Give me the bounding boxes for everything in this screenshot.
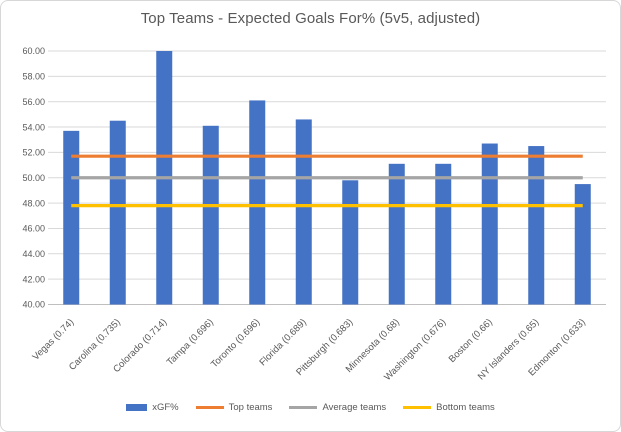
bar: [435, 163, 452, 305]
legend-line-swatch-average: [289, 406, 318, 409]
y-tick-label: 42.00: [22, 274, 45, 284]
x-tick-label: Boston (0.66): [447, 317, 495, 365]
legend-item-bottom-teams: Bottom teams: [403, 402, 495, 413]
bar: [109, 120, 126, 305]
bar: [295, 119, 312, 305]
x-tick-label: Vegas (0.74): [30, 317, 76, 363]
bar: [528, 146, 545, 305]
legend-line-swatch-bottom: [403, 406, 432, 409]
y-tick-label: 56.00: [22, 97, 45, 107]
y-tick-label: 44.00: [22, 249, 45, 259]
x-tick-label: Tampa (0.696): [165, 317, 216, 368]
legend-item-top-teams: Top teams: [195, 402, 273, 413]
y-tick-label: 60.00: [22, 46, 45, 56]
bar: [574, 184, 591, 305]
bar: [481, 143, 498, 305]
y-tick-label: 48.00: [22, 198, 45, 208]
bar: [202, 125, 219, 305]
x-tick-label: Florida (0.689): [257, 317, 308, 368]
legend: xGF% Top teams Average teams Bottom team…: [1, 402, 620, 413]
legend-line-swatch-top: [195, 406, 224, 409]
bar: [249, 100, 266, 305]
legend-item-xgf: xGF%: [126, 402, 179, 413]
legend-item-average-teams: Average teams: [289, 402, 386, 413]
legend-label-top-teams: Top teams: [228, 402, 273, 413]
legend-bar-swatch: [126, 404, 148, 411]
bar: [388, 163, 405, 305]
y-tick-label: 46.00: [22, 224, 45, 234]
chart-title: Top Teams - Expected Goals For% (5v5, ad…: [140, 10, 481, 27]
legend-label-xgf: xGF%: [152, 402, 179, 413]
y-tick-label: 54.00: [22, 122, 45, 132]
x-tick-label: Toronto (0.696): [209, 317, 262, 370]
bar: [63, 130, 80, 305]
y-tick-label: 50.00: [22, 173, 45, 183]
bar: [342, 180, 359, 305]
y-tick-label: 52.00: [22, 148, 45, 158]
y-tick-label: 58.00: [22, 72, 45, 82]
legend-label-average-teams: Average teams: [322, 402, 387, 413]
legend-label-bottom-teams: Bottom teams: [436, 402, 495, 413]
y-tick-label: 40.00: [22, 300, 45, 310]
